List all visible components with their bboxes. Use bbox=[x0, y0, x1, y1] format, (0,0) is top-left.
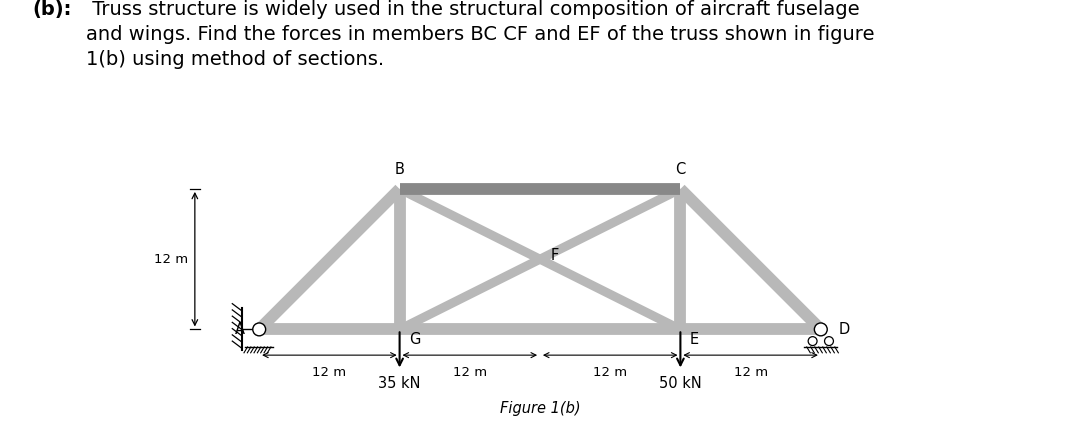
Text: (b):: (b): bbox=[32, 0, 71, 19]
Text: B: B bbox=[394, 162, 405, 177]
Circle shape bbox=[808, 337, 818, 346]
Text: 12 m: 12 m bbox=[453, 365, 487, 379]
Text: 12 m: 12 m bbox=[312, 365, 347, 379]
Text: E: E bbox=[690, 332, 699, 347]
Text: 12 m: 12 m bbox=[733, 365, 768, 379]
Text: A: A bbox=[235, 322, 245, 337]
Circle shape bbox=[253, 323, 266, 336]
Circle shape bbox=[824, 337, 834, 346]
Circle shape bbox=[814, 323, 827, 336]
Text: Truss structure is widely used in the structural composition of aircraft fuselag: Truss structure is widely used in the st… bbox=[86, 0, 875, 69]
Text: 50 kN: 50 kN bbox=[659, 376, 702, 391]
Text: F: F bbox=[551, 248, 558, 263]
Text: G: G bbox=[409, 332, 420, 347]
Text: D: D bbox=[838, 322, 850, 337]
Text: 35 kN: 35 kN bbox=[378, 376, 421, 391]
Text: 12 m: 12 m bbox=[593, 365, 627, 379]
Text: 12 m: 12 m bbox=[153, 253, 188, 266]
Text: C: C bbox=[675, 162, 686, 177]
Text: Figure 1(b): Figure 1(b) bbox=[500, 401, 580, 417]
